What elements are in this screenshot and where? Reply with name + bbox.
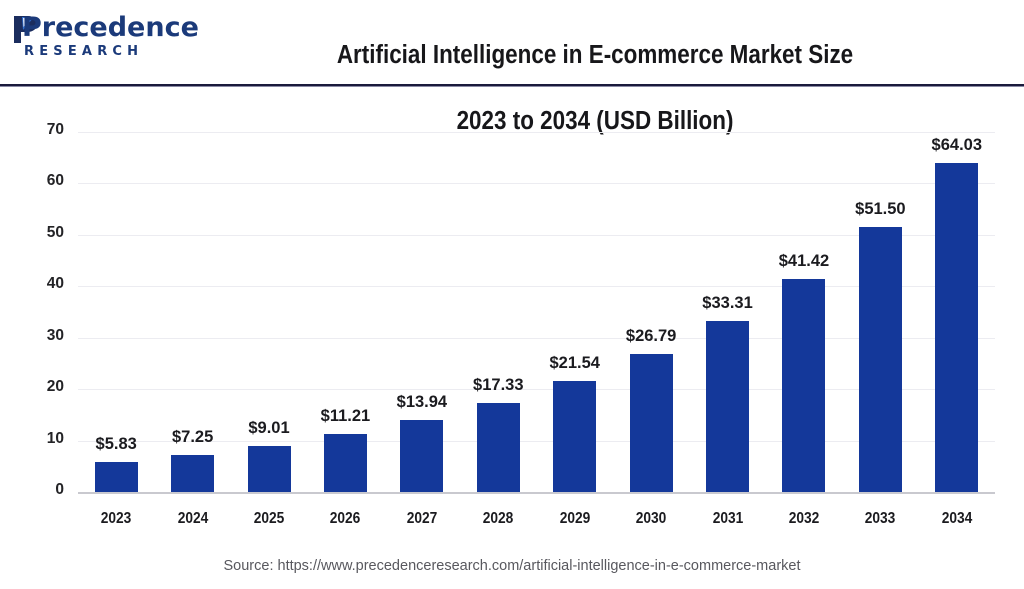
page-title-line-2: 2023 to 2034 (USD Billion) xyxy=(456,107,734,135)
bar-value-label: $13.94 xyxy=(396,393,448,412)
bar xyxy=(323,434,367,492)
bar xyxy=(858,227,902,492)
logo-subtext: RESEARCH xyxy=(24,44,144,59)
gridline xyxy=(78,337,995,339)
y-axis-tick-label: 0 xyxy=(55,481,64,498)
bar-value-label: $33.31 xyxy=(702,293,753,312)
x-axis-line xyxy=(78,492,995,494)
bar xyxy=(782,278,826,492)
bar-value-label: $64.03 xyxy=(931,135,983,154)
bar-value-label: $51.50 xyxy=(855,200,906,219)
y-axis-tick-label: 40 xyxy=(46,275,64,293)
x-axis-tick-label: 2026 xyxy=(330,510,361,527)
chart-header: Precedence RESEARCH Artificial Intellige… xyxy=(0,0,1024,135)
gridline xyxy=(78,234,995,236)
y-axis-tick-label: 10 xyxy=(46,429,64,447)
bar-value-label: $7.25 xyxy=(171,427,214,446)
bar-value-label: $11.21 xyxy=(320,407,371,426)
y-axis-tick-label: 60 xyxy=(46,172,64,190)
header-divider xyxy=(0,84,1024,87)
precedence-p-mark-icon xyxy=(12,14,40,44)
x-axis-tick-label: 2024 xyxy=(177,510,208,527)
x-axis-tick-label: 2027 xyxy=(406,510,438,527)
bar xyxy=(94,462,138,492)
x-axis-tick-label: 2029 xyxy=(559,510,591,527)
x-axis-tick-label: 2028 xyxy=(482,510,514,527)
bar xyxy=(706,320,750,492)
bar-value-label: $17.33 xyxy=(473,375,524,394)
bar xyxy=(171,454,215,492)
bar-value-label: $5.83 xyxy=(95,435,137,454)
precedence-research-logo: Precedence RESEARCH xyxy=(8,12,199,64)
x-axis-tick-label: 2031 xyxy=(712,510,743,527)
x-axis-tick-label: 2033 xyxy=(865,510,896,527)
bar xyxy=(629,354,673,492)
bar-value-label: $9.01 xyxy=(248,418,290,437)
logo-wordmark: Precedence xyxy=(22,12,199,43)
bar xyxy=(553,381,597,492)
bar xyxy=(247,445,291,492)
y-axis-tick-label: 30 xyxy=(46,326,64,344)
bar-chart: 0 10 20 30 40 50 60 70 $5.83 $7.25 $9.01 $11.21 $13… xyxy=(0,88,1024,527)
gridline xyxy=(78,389,995,391)
gridline xyxy=(78,183,995,185)
bar-value-label: $41.42 xyxy=(778,251,830,270)
x-axis-tick-label: 2034 xyxy=(941,510,973,527)
x-axis-tick-label: 2032 xyxy=(788,510,820,527)
bar-value-label: $26.79 xyxy=(625,327,677,346)
bar xyxy=(476,402,520,492)
x-axis-tick-label: 2023 xyxy=(100,510,132,527)
bar-value-label: $21.54 xyxy=(549,354,600,373)
source-caption: Source: https://www.precedenceresearch.c… xyxy=(223,558,801,574)
gridline xyxy=(78,440,995,442)
page-title: Artificial Intelligence in E-commerce Ma… xyxy=(247,6,942,138)
x-axis-tick-label: 2025 xyxy=(253,510,285,527)
gridline xyxy=(78,286,995,288)
gridline xyxy=(78,132,995,133)
x-axis-tick-label: 2030 xyxy=(635,510,667,527)
page-title-line-1: Artificial Intelligence in E-commerce Ma… xyxy=(336,41,854,69)
bar xyxy=(400,420,444,492)
y-axis-tick-label: 50 xyxy=(46,223,64,241)
bar xyxy=(935,162,979,492)
y-axis-tick-label: 20 xyxy=(46,378,64,396)
y-axis-tick-label: 70 xyxy=(46,121,64,138)
